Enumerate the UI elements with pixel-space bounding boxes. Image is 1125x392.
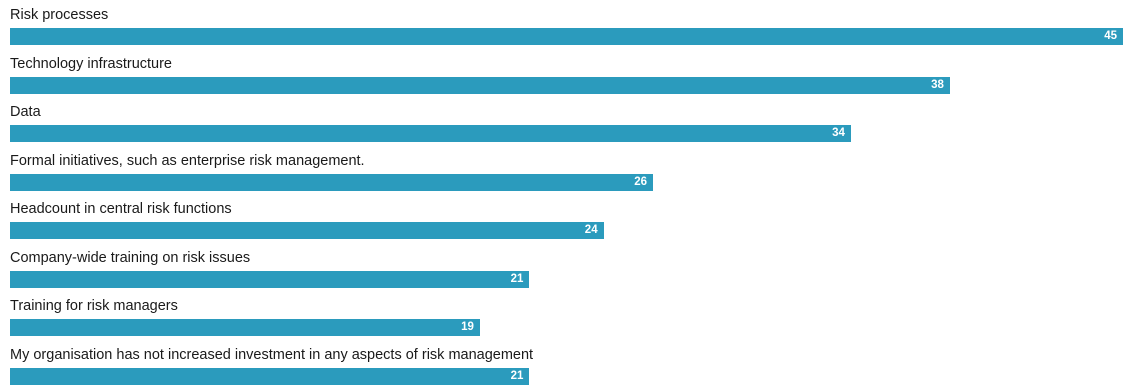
category-label: Company-wide training on risk issues <box>10 249 251 266</box>
bar-row: Formal initiatives, such as enterprise r… <box>10 150 1123 198</box>
bar: 45 <box>10 28 1123 45</box>
category-label: Technology infrastructure <box>10 55 172 72</box>
bar-value-label: 45 <box>1104 30 1117 42</box>
bar: 21 <box>10 270 530 288</box>
bar: 38 <box>10 76 950 94</box>
category-label: Training for risk managers <box>10 298 178 314</box>
bar-row: Company-wide training on risk issues 21 <box>10 247 1123 295</box>
bar-row: Headcount in central risk functions 24 <box>10 198 1123 246</box>
bar-row: Data 34 <box>10 101 1123 149</box>
category-label: Data <box>10 104 41 120</box>
bar: 24 <box>10 222 604 239</box>
bar-value-label: 21 <box>510 272 524 285</box>
bar-value-label: 21 <box>510 369 524 382</box>
bar-row: Technology infrastructure 38 <box>10 53 1123 101</box>
bar-value-label: 34 <box>832 127 845 139</box>
bar-value-label: 26 <box>634 175 648 188</box>
bar: 34 <box>10 125 851 142</box>
bar: 21 <box>10 367 530 385</box>
bar-value-label: 38 <box>931 78 944 91</box>
bar-value-label: 24 <box>584 224 598 236</box>
bar-row: My organisation has not increased invest… <box>10 344 1123 392</box>
bar: 26 <box>10 173 654 191</box>
category-label: Headcount in central risk functions <box>10 201 232 217</box>
category-label: Formal initiatives, such as enterprise r… <box>10 152 365 169</box>
bar: 19 <box>10 319 480 336</box>
category-label: My organisation has not increased invest… <box>10 346 534 363</box>
category-label: Risk processes <box>10 7 109 23</box>
bar-row: Risk processes 45 <box>10 4 1123 52</box>
bar-row: Training for risk managers 19 <box>10 295 1123 343</box>
bar-value-label: 19 <box>461 321 474 333</box>
